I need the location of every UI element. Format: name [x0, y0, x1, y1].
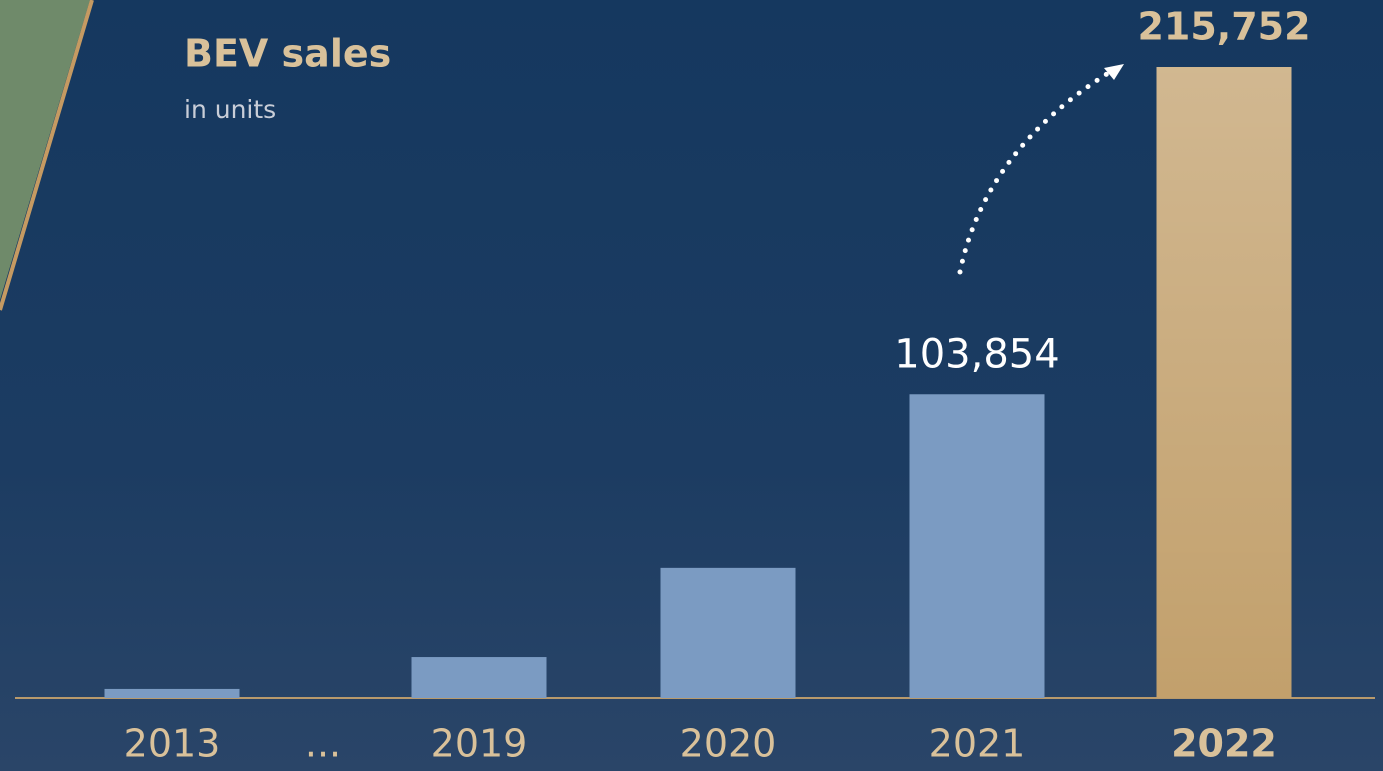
- growth-arrow: [957, 69, 1113, 275]
- x-tick-label: 2019: [431, 722, 528, 766]
- chart-subtitle: in units: [184, 95, 276, 124]
- value-label: 215,752: [1137, 5, 1310, 49]
- bar: [660, 567, 796, 698]
- x-tick-label: 2013: [124, 722, 221, 766]
- x-tick-label: 2021: [929, 722, 1026, 766]
- corner-image: [0, 0, 90, 300]
- x-tick-label: 2020: [680, 722, 777, 766]
- bar: [104, 688, 240, 698]
- value-label: 103,854: [894, 331, 1059, 377]
- x-tick-label: 2022: [1171, 722, 1277, 766]
- chart-title: BEV sales: [184, 32, 391, 76]
- arrow-head: [1104, 64, 1124, 80]
- x-tick-label: ...: [305, 722, 341, 766]
- bar: [411, 657, 547, 698]
- bar-shine: [1156, 67, 1292, 698]
- decor-line: [0, 0, 94, 311]
- bar: [909, 394, 1045, 698]
